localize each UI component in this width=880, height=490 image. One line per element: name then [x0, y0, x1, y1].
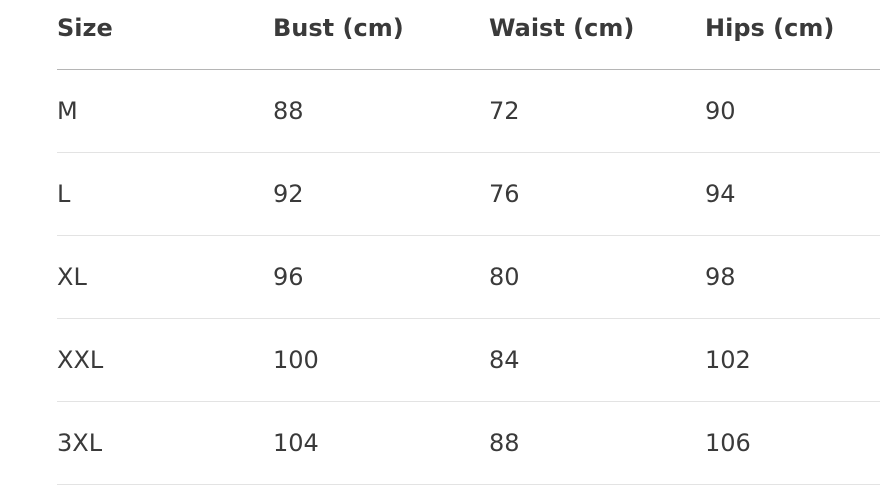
cell-waist: 84: [489, 318, 705, 402]
table-row: L 92 76 94: [57, 152, 880, 236]
cell-bust: 96: [273, 235, 489, 319]
header-bust: Bust (cm): [273, 0, 489, 70]
cell-size: XL: [57, 235, 273, 319]
cell-bust: 92: [273, 152, 489, 236]
cell-waist: 76: [489, 152, 705, 236]
cell-size: L: [57, 152, 273, 236]
cell-bust: 104: [273, 401, 489, 485]
table-row: 3XL 104 88 106: [57, 401, 880, 485]
header-waist: Waist (cm): [489, 0, 705, 70]
table-row: XXL 100 84 102: [57, 318, 880, 402]
cell-size: XXL: [57, 318, 273, 402]
table-body: M 88 72 90 L 92 76 94 XL 96 80 98 XXL 100 84 102 3XL 104 8…: [57, 69, 880, 485]
cell-size: 3XL: [57, 401, 273, 485]
cell-waist: 80: [489, 235, 705, 319]
cell-hips: 90: [705, 69, 880, 153]
cell-waist: 72: [489, 69, 705, 153]
cell-hips: 94: [705, 152, 880, 236]
cell-hips: 98: [705, 235, 880, 319]
cell-waist: 88: [489, 401, 705, 485]
cell-hips: 106: [705, 401, 880, 485]
table-row: M 88 72 90: [57, 69, 880, 153]
cell-size: M: [57, 69, 273, 153]
header-row: Size Bust (cm) Waist (cm) Hips (cm): [57, 0, 880, 70]
table-row: XL 96 80 98: [57, 235, 880, 319]
cell-bust: 100: [273, 318, 489, 402]
header-size: Size: [57, 0, 273, 70]
header-hips: Hips (cm): [705, 0, 880, 70]
cell-hips: 102: [705, 318, 880, 402]
size-chart-table: Size Bust (cm) Waist (cm) Hips (cm) M 88 7…: [57, 0, 880, 485]
cell-bust: 88: [273, 69, 489, 153]
